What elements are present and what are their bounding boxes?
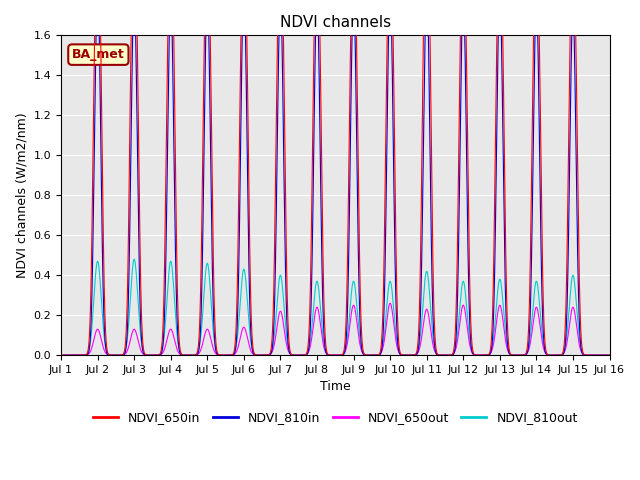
NDVI_650out — [184, 352, 192, 358]
NDVI_650in — [184, 352, 192, 358]
NDVI_650out — [190, 352, 198, 358]
NDVI_810in — [303, 352, 310, 358]
NDVI_810in — [605, 352, 613, 358]
Line: NDVI_650out: NDVI_650out — [61, 303, 609, 355]
Title: NDVI channels: NDVI channels — [280, 15, 391, 30]
NDVI_650in — [57, 352, 65, 358]
NDVI_650in — [605, 352, 613, 358]
NDVI_810in — [57, 352, 65, 358]
NDVI_650out — [602, 352, 609, 358]
NDVI_810out — [188, 352, 195, 358]
Y-axis label: NDVI channels (W/m2/nm): NDVI channels (W/m2/nm) — [15, 112, 28, 278]
NDVI_810in — [190, 352, 198, 358]
NDVI_650in — [190, 352, 198, 358]
Line: NDVI_650in: NDVI_650in — [61, 0, 609, 355]
X-axis label: Time: Time — [320, 381, 351, 394]
NDVI_650out — [386, 300, 394, 306]
NDVI_810in — [264, 352, 271, 358]
NDVI_650out — [188, 352, 195, 358]
Legend: NDVI_650in, NDVI_810in, NDVI_650out, NDVI_810out: NDVI_650in, NDVI_810in, NDVI_650out, NDV… — [88, 406, 583, 429]
NDVI_650out — [264, 352, 271, 358]
Line: NDVI_810out: NDVI_810out — [61, 259, 609, 355]
NDVI_810out — [602, 352, 609, 358]
NDVI_810in — [188, 352, 195, 358]
NDVI_650out — [57, 352, 65, 358]
NDVI_650in — [264, 352, 271, 358]
NDVI_810out — [131, 256, 138, 262]
Line: NDVI_810in: NDVI_810in — [61, 0, 609, 355]
NDVI_650out — [303, 351, 310, 357]
NDVI_650out — [605, 352, 613, 358]
NDVI_810out — [605, 352, 613, 358]
NDVI_650in — [602, 352, 609, 358]
NDVI_810out — [303, 351, 310, 357]
NDVI_810in — [184, 352, 192, 358]
Text: BA_met: BA_met — [72, 48, 125, 61]
NDVI_810out — [190, 352, 198, 358]
NDVI_810out — [184, 352, 192, 358]
NDVI_810out — [57, 352, 65, 358]
NDVI_650in — [303, 350, 310, 356]
NDVI_810out — [264, 352, 271, 358]
NDVI_810in — [602, 352, 609, 358]
NDVI_650in — [188, 352, 195, 358]
